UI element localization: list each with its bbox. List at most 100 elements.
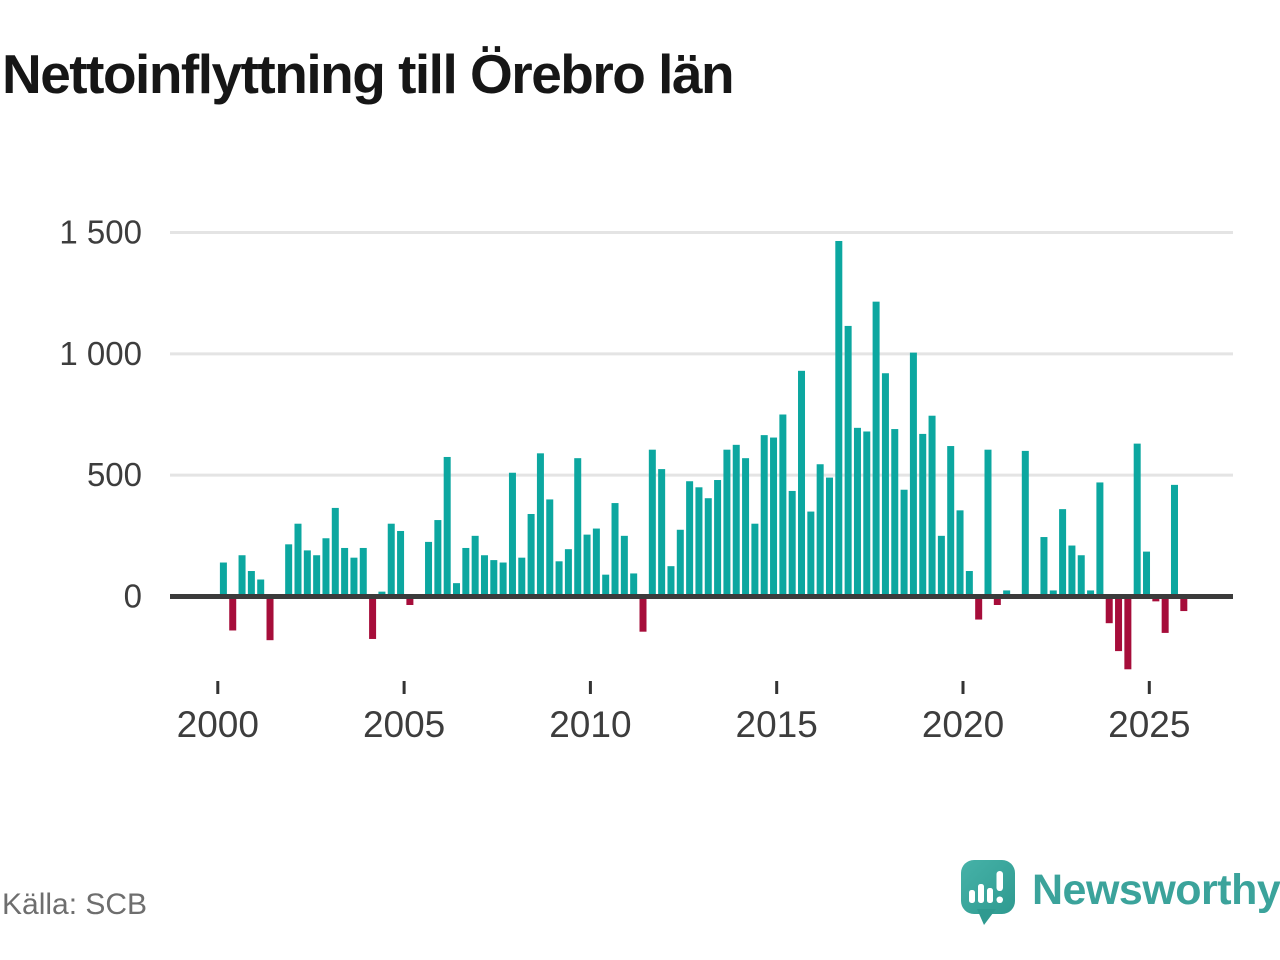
bar-positive [863,431,871,597]
bar-positive [574,458,582,597]
bar-positive [247,571,255,597]
bar-positive [798,370,806,597]
bar-positive [825,477,833,597]
x-axis-label: 2010 [549,704,631,745]
bar-positive [1077,555,1085,597]
bar-positive [900,489,908,597]
bar-positive [620,535,628,597]
mini-bar-1 [969,890,975,903]
exclamation-dot [996,896,1003,903]
bar-positive [480,555,488,597]
bar-negative [1115,596,1123,652]
bar-positive [658,469,666,597]
bar-positive [294,523,302,597]
bar-positive [471,535,479,597]
bar-positive [742,458,750,597]
bar-negative [266,596,274,641]
bar-positive [853,427,861,597]
mini-bar-3 [987,888,993,903]
bar-positive [723,449,731,597]
y-axis-label: 1 500 [59,213,142,250]
bar-positive [779,414,787,597]
bar-negative [975,596,983,620]
bar-positive [219,562,227,597]
bar-negative [1105,596,1113,624]
bar-positive [704,498,712,597]
bar-positive [648,449,656,597]
bar-negative [639,596,647,632]
x-axis-label: 2020 [922,704,1004,745]
bar-positive [1170,484,1178,597]
bar-positive [1133,443,1141,597]
bar-positive [490,560,498,597]
bar-positive [397,530,405,597]
bar-positive [760,435,768,597]
bar-positive [611,503,619,597]
bar-positive [583,534,591,597]
bar-positive [434,520,442,597]
bar-positive [453,583,461,597]
bar-positive [257,579,265,597]
page-title: Nettoinflyttning till Örebro län [2,43,735,105]
speech-bubble-tail [977,909,996,925]
bar-positive [285,544,293,597]
bar-negative [1180,596,1188,612]
bar-positive [313,555,321,597]
x-axis-label: 2025 [1108,704,1190,745]
bar-positive [807,511,815,597]
bar-positive [387,523,395,597]
bar-positive [443,456,451,597]
bar-positive [602,574,610,597]
y-axis-label: 500 [87,456,142,493]
bar-positive [956,510,964,597]
bar-positive [462,547,470,597]
bar-positive [1021,450,1029,597]
bar-positive [1003,590,1011,597]
bar-positive [891,429,899,597]
bar-positive [630,573,638,597]
bar-positive [359,547,367,597]
bar-positive [303,550,311,597]
x-axis-label: 2005 [363,704,445,745]
bar-positive [984,449,992,597]
bar-positive [667,566,675,597]
bar-positive [732,444,740,597]
speech-bubble-shape [961,860,1015,914]
bar-positive [928,415,936,597]
bar-negative [1124,596,1132,670]
bar-negative [993,596,1001,605]
bar-positive [676,529,684,597]
bar-positive [844,325,852,597]
bar-negative [406,596,414,605]
bar-positive [816,464,824,597]
bar-positive [937,535,945,597]
bar-positive [714,480,722,597]
bar-positive [1049,590,1057,597]
bar-positive [425,541,433,597]
bar-positive [919,433,927,597]
bar-positive [564,549,572,597]
bar-positive [965,571,973,597]
bar-positive [536,453,544,597]
source-note: Källa: SCB [2,888,148,921]
bar-positive [499,562,507,597]
bar-positive [508,472,516,597]
bar-positive [947,446,955,597]
bar-positive [788,490,796,597]
bar-positive [695,487,703,597]
x-axis-label: 2000 [177,704,259,745]
bar-positive [1087,590,1095,597]
newsworthy-logo-icon [961,860,1015,925]
bar-positive [1096,482,1104,597]
bar-positive [881,373,889,597]
x-axis-label: 2015 [736,704,818,745]
bar-positive [770,437,778,597]
bar-positive [350,557,358,597]
bar-positive [322,538,330,597]
bar-positive [872,301,880,597]
bar-positive [341,547,349,597]
bar-positive [527,513,535,597]
bar-positive [555,561,563,597]
bar-positive [1068,545,1076,597]
